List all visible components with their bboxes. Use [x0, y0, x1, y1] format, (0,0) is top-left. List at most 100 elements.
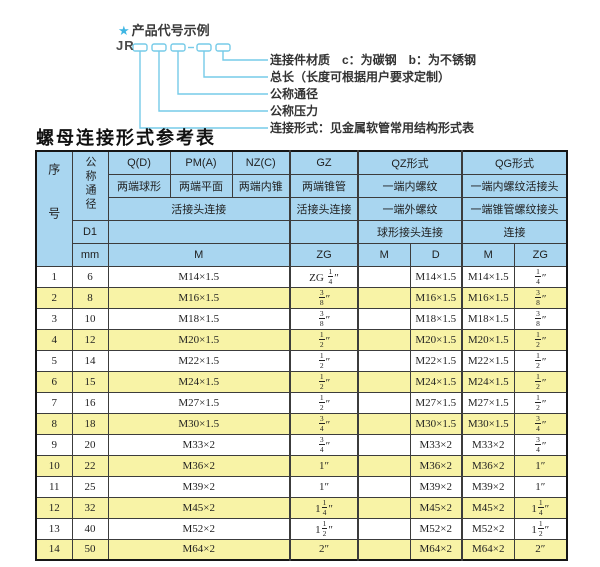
- table-cell: 1″: [289, 475, 359, 498]
- table-cell: 3 4 ″: [289, 433, 359, 456]
- header-gz-union: 活接头连接: [289, 196, 359, 221]
- header-seq-text: 序号: [46, 163, 61, 252]
- table-title: 螺母连接形式参考表: [36, 128, 216, 148]
- table-cell: [357, 538, 411, 561]
- header-qz-sub1: 一端内螺纹: [357, 173, 463, 198]
- table-cell: M18×1.5: [409, 307, 463, 330]
- table-cell: 1″: [513, 454, 568, 477]
- table-cell: 32: [71, 496, 109, 519]
- table-cell: M16×1.5: [461, 286, 515, 309]
- table-row: 14 50 M64×2 2″ M64×2 M64×2 2″: [35, 538, 568, 561]
- table-cell: 6: [35, 370, 73, 393]
- table-cell: M64×2: [461, 538, 515, 561]
- table-cell: 5: [35, 349, 73, 372]
- header-nominal-diameter-text: 公称通径: [84, 156, 96, 213]
- table-cell: M22×1.5: [107, 349, 291, 372]
- code-box-3: [170, 43, 186, 52]
- table-cell: [357, 475, 411, 498]
- table-cell: 14: [35, 538, 73, 561]
- leader-line-pressure: [158, 51, 268, 112]
- code-box-5: [215, 43, 231, 52]
- header-col-pma: PM(A): [169, 150, 233, 175]
- table-row: 2 8 M16×1.5 3 8 ″ M16×1.5 M16×1.5 3 8 ″: [35, 286, 568, 309]
- table-cell: 1 1 4 ″: [513, 496, 568, 519]
- leader-line-material: [222, 51, 268, 61]
- star-icon: ★: [118, 23, 130, 38]
- table-cell: 1 1 4 ″: [289, 496, 359, 519]
- table-cell: [357, 496, 411, 519]
- table-cell: [357, 349, 411, 372]
- table-cell: 1 2 ″: [513, 391, 568, 414]
- table-cell: 1 2 ″: [513, 370, 568, 393]
- table-cell: M64×2: [409, 538, 463, 561]
- table-cell: M33×2: [461, 433, 515, 456]
- header-qg-sub1: 一端内螺纹活接头: [461, 173, 568, 198]
- table-cell: [357, 328, 411, 351]
- table-cell: 22: [71, 454, 109, 477]
- table-cell: [357, 286, 411, 309]
- table-cell: [357, 454, 411, 477]
- label-connection-form: 连接形式：见金属软管常用结构形式表: [270, 121, 475, 135]
- table-cell: 3 4 ″: [289, 412, 359, 435]
- table-cell: M22×1.5: [409, 349, 463, 372]
- table-cell: M27×1.5: [107, 391, 291, 414]
- table-cell: M45×2: [409, 496, 463, 519]
- table-cell: M27×1.5: [461, 391, 515, 414]
- diagram-title: ★ 产品代号示例: [118, 20, 210, 39]
- table-cell: [357, 370, 411, 393]
- table-cell: M30×1.5: [107, 412, 291, 435]
- table-cell: 1″: [513, 475, 568, 498]
- table-cell: 10: [71, 307, 109, 330]
- table-row: 3 10 M18×1.5 3 8 ″ M18×1.5 M18×1.5 3 8 ″: [35, 307, 568, 330]
- table-cell: 18: [71, 412, 109, 435]
- table-row: 5 14 M22×1.5 1 2 ″ M22×1.5 M22×1.5 1 2 ″: [35, 349, 568, 372]
- table-cell: 8: [35, 412, 73, 435]
- table-cell: 3 8 ″: [513, 286, 568, 309]
- table-cell: M16×1.5: [107, 286, 291, 309]
- table-cell: M30×1.5: [409, 412, 463, 435]
- table-row: 4 12 M20×1.5 1 2 ″ M20×1.5 M20×1.5 1 2 ″: [35, 328, 568, 351]
- reference-table-wrap: 序号 公称通径 Q(D) PM(A) NZ(C) GZ QZ形式 QG形式 两端…: [35, 150, 568, 561]
- table-cell: 3 8 ″: [289, 286, 359, 309]
- table-cell: 2″: [513, 538, 568, 561]
- header-col-gz: GZ: [289, 150, 359, 175]
- header-zg: ZG: [289, 242, 359, 267]
- header-col-qz: QZ形式: [357, 150, 463, 175]
- leader-line-diameter: [177, 51, 268, 95]
- table-cell: 7: [35, 391, 73, 414]
- table-cell: 1 2 ″: [513, 328, 568, 351]
- header-q-sub: 两端球形: [107, 173, 171, 198]
- table-row: 8 18 M30×1.5 3 4 ″ M30×1.5 M30×1.5 3 4 ″: [35, 412, 568, 435]
- table-cell: [357, 517, 411, 540]
- table-cell: M36×2: [409, 454, 463, 477]
- table-cell: ZG 1 4 ″: [289, 265, 359, 288]
- table-cell: M14×1.5: [107, 265, 291, 288]
- leader-line-length: [203, 51, 268, 78]
- table-cell: M14×1.5: [409, 265, 463, 288]
- table-cell: 14: [71, 349, 109, 372]
- table-cell: 3: [35, 307, 73, 330]
- table-row: 12 32 M45×2 1 1 4 ″ M45×2 M45×2 1 1 4 ″: [35, 496, 568, 519]
- table-cell: M20×1.5: [107, 328, 291, 351]
- table-cell: 1: [35, 265, 73, 288]
- table-row: 13 40 M52×2 1 1 2 ″ M52×2 M52×2 1 1 2 ″: [35, 517, 568, 540]
- table-cell: M30×1.5: [461, 412, 515, 435]
- table-cell: M33×2: [409, 433, 463, 456]
- table-cell: M45×2: [107, 496, 291, 519]
- code-box-2: [151, 43, 167, 52]
- table-cell: M36×2: [461, 454, 515, 477]
- table-cell: 20: [71, 433, 109, 456]
